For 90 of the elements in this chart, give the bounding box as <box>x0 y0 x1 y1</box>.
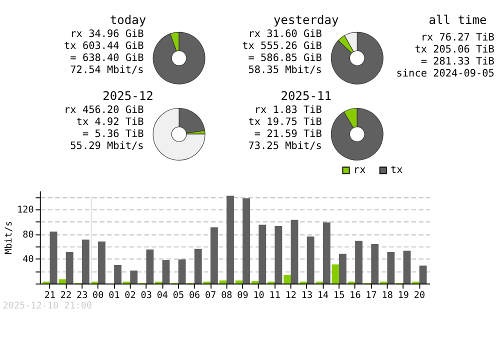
text: 55.29 Mbit/s <box>70 141 144 152</box>
text: tx 603.44 GiB <box>64 40 144 52</box>
bar <box>146 250 154 284</box>
text: 72.54 Mbit/s <box>70 64 144 76</box>
bar <box>130 270 138 284</box>
x-tick-label: 05 <box>172 290 184 301</box>
bar <box>371 244 379 284</box>
bar <box>419 266 427 284</box>
bar <box>355 240 362 284</box>
text: rx 456.20 GiB <box>64 104 144 116</box>
bar <box>194 248 202 284</box>
bar <box>322 222 330 284</box>
x-tick-label: 10 <box>253 290 264 301</box>
bar <box>306 236 314 284</box>
bar <box>235 280 243 284</box>
x-tick-label: 07 <box>205 290 216 301</box>
bar <box>251 281 259 284</box>
text: tx 205.06 TiB <box>414 44 494 56</box>
bar <box>387 252 395 284</box>
chart-title: 2025-11 <box>280 88 332 103</box>
text: = 21.59 TiB <box>254 128 322 140</box>
x-tick-label: 09 <box>237 290 248 301</box>
bar <box>50 232 58 284</box>
bar <box>58 279 66 284</box>
bar <box>162 260 170 284</box>
text: all time <box>428 12 487 27</box>
legend-label: tx <box>390 165 403 176</box>
bar <box>219 280 227 284</box>
donut-slice <box>338 35 354 54</box>
bar <box>210 227 218 284</box>
text: 58.35 Mbit/s <box>248 64 322 76</box>
x-tick-label: 13 <box>301 290 313 301</box>
legend-label: rx <box>353 165 366 176</box>
donut-slice <box>152 32 206 84</box>
text: rx 1.83 TiB <box>254 104 322 116</box>
text: = 638.40 GiB <box>70 52 144 64</box>
donut-slice <box>330 108 384 160</box>
bar <box>258 224 266 284</box>
chart-title: today <box>110 12 146 27</box>
x-tick-label: 22 <box>60 290 72 301</box>
donut-slice <box>152 108 206 160</box>
text: tx 19.75 TiB <box>248 116 322 128</box>
x-tick-label: 21 <box>44 290 56 301</box>
bar <box>274 226 282 284</box>
y-tick-label: 40 <box>22 254 34 266</box>
x-tick-label: 17 <box>366 290 377 301</box>
x-tick-label: 11 <box>269 290 280 301</box>
text: = 586.85 GiB <box>248 52 322 64</box>
x-tick-label: 15 <box>334 290 345 301</box>
donut-slice <box>330 32 384 84</box>
x-tick-label: 18 <box>382 290 393 301</box>
text: = 281.33 TiB <box>420 56 494 68</box>
x-tick-label: 20 <box>414 290 426 301</box>
x-tick-label: 14 <box>317 290 330 301</box>
text: rx 31.60 GiB <box>248 28 322 40</box>
x-tick-label: 03 <box>140 290 152 301</box>
bar <box>332 264 340 284</box>
bar <box>226 196 234 284</box>
chart-title: yesterday <box>273 12 339 27</box>
bar <box>98 242 106 284</box>
y-axis-title: Mbit/s <box>4 220 15 254</box>
x-tick-label: 06 <box>188 290 200 301</box>
x-tick-label: 04 <box>156 290 168 301</box>
y-tick-label: 80 <box>22 229 34 240</box>
x-tick-label: 00 <box>92 290 104 301</box>
bar <box>290 220 298 284</box>
x-tick-label: 23 <box>76 290 88 301</box>
bar <box>82 240 90 284</box>
text: tx 555.26 GiB <box>242 40 322 52</box>
text: 73.25 Mbit/s <box>248 141 322 152</box>
y-tick-label: 120 <box>17 204 34 216</box>
text: since 2024-09-05 <box>396 68 494 80</box>
bar <box>339 254 346 284</box>
bar <box>66 252 74 284</box>
chart-title: 2025-12 <box>102 88 154 103</box>
x-tick-label: 08 <box>221 290 232 301</box>
x-tick-label: 12 <box>285 290 297 301</box>
text: rx 76.27 TiB <box>420 32 494 44</box>
bar <box>114 265 122 284</box>
bar <box>242 198 250 284</box>
bar <box>403 250 411 284</box>
bar <box>178 259 186 284</box>
x-tick-label: 01 <box>108 290 120 301</box>
x-tick-label: 16 <box>350 290 361 301</box>
bar <box>284 274 292 284</box>
x-tick-label: 19 <box>398 290 409 301</box>
text: tx 4.92 TiB <box>76 116 144 128</box>
text: rx 34.96 GiB <box>70 28 144 40</box>
x-tick-label: 02 <box>124 290 136 301</box>
text: = 5.36 TiB <box>82 128 144 140</box>
